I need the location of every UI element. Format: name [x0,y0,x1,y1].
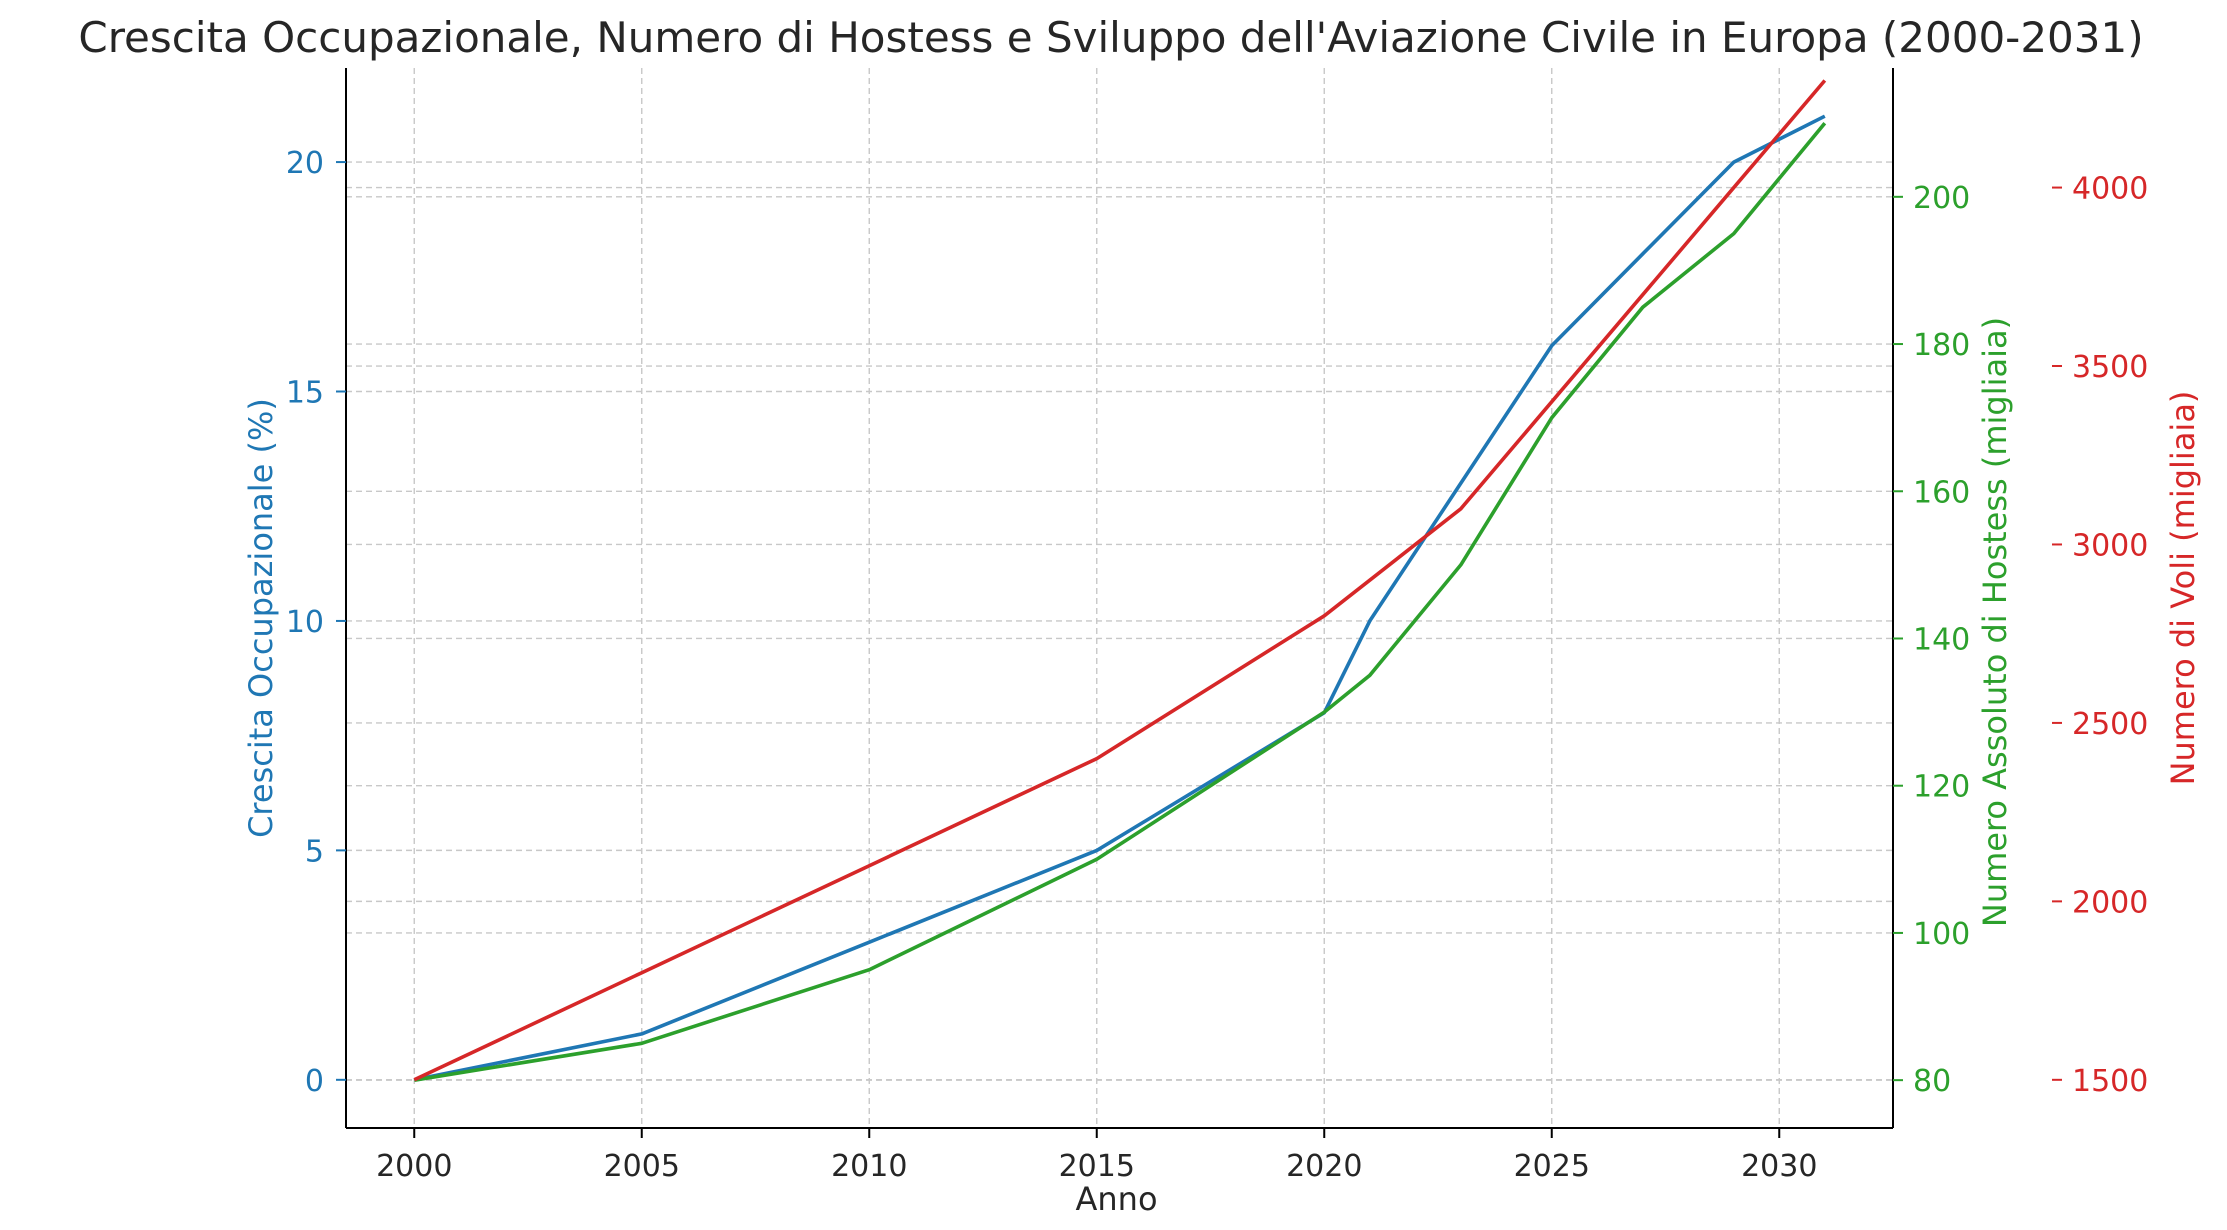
right1-y-tick-label: 80 [1913,1064,1951,1099]
left-y-tick-label: 15 [286,376,324,411]
series-line-right2 [413,79,1827,1082]
right2-y-tick-label: 1500 [2072,1064,2148,1099]
series-line-right1 [414,122,1827,1082]
x-tick-label: 2010 [831,1149,907,1184]
x-tick-label: 2015 [1059,1149,1135,1184]
chart-title: Crescita Occupazionale, Numero di Hostes… [78,13,2143,62]
x-tick-label: 2030 [1741,1149,1817,1184]
series-layer [413,79,1827,1082]
x-tick-label: 2005 [604,1149,680,1184]
left-y-tick-label: 5 [305,834,324,869]
grid-layer [346,68,1893,1128]
right2-y-tick-label: 3000 [2072,528,2148,563]
right1-y-tick-label: 160 [1913,475,1970,510]
x-tick-label: 2025 [1514,1149,1590,1184]
right2-y-axis-label: Numero di Voli (migliaia) [2164,391,2202,786]
right2-y-tick-label: 2500 [2072,707,2148,742]
right1-y-tick-label: 100 [1913,917,1970,952]
right1-y-tick-label: 200 [1913,181,1970,216]
left-y-tick-label: 0 [305,1064,324,1099]
left-y-tick-label: 20 [286,146,324,181]
axes-layer: 2000 2005 2010 2015 2020 2025 2030 Anno 0 5 10 15 20… [242,68,2202,1218]
x-tick-label: 2000 [376,1149,452,1184]
left-y-axis-label: Crescita Occupazionale (%) [242,398,280,838]
left-y-tick-label: 10 [286,605,324,640]
right1-y-tick-label: 140 [1913,622,1970,657]
right1-y-tick-label: 180 [1913,328,1970,363]
right2-y-tick-label: 3500 [2072,350,2148,385]
right1-y-tick-label: 120 [1913,770,1970,805]
series-line-left [413,114,1826,1082]
right2-y-tick-label: 4000 [2072,172,2148,207]
right1-y-axis-label: Numero Assoluto di Hostess (migliaia) [1976,317,2014,927]
x-tick-label: 2020 [1286,1149,1362,1184]
right2-y-tick-label: 2000 [2072,885,2148,920]
x-axis-label: Anno [1075,1180,1157,1218]
